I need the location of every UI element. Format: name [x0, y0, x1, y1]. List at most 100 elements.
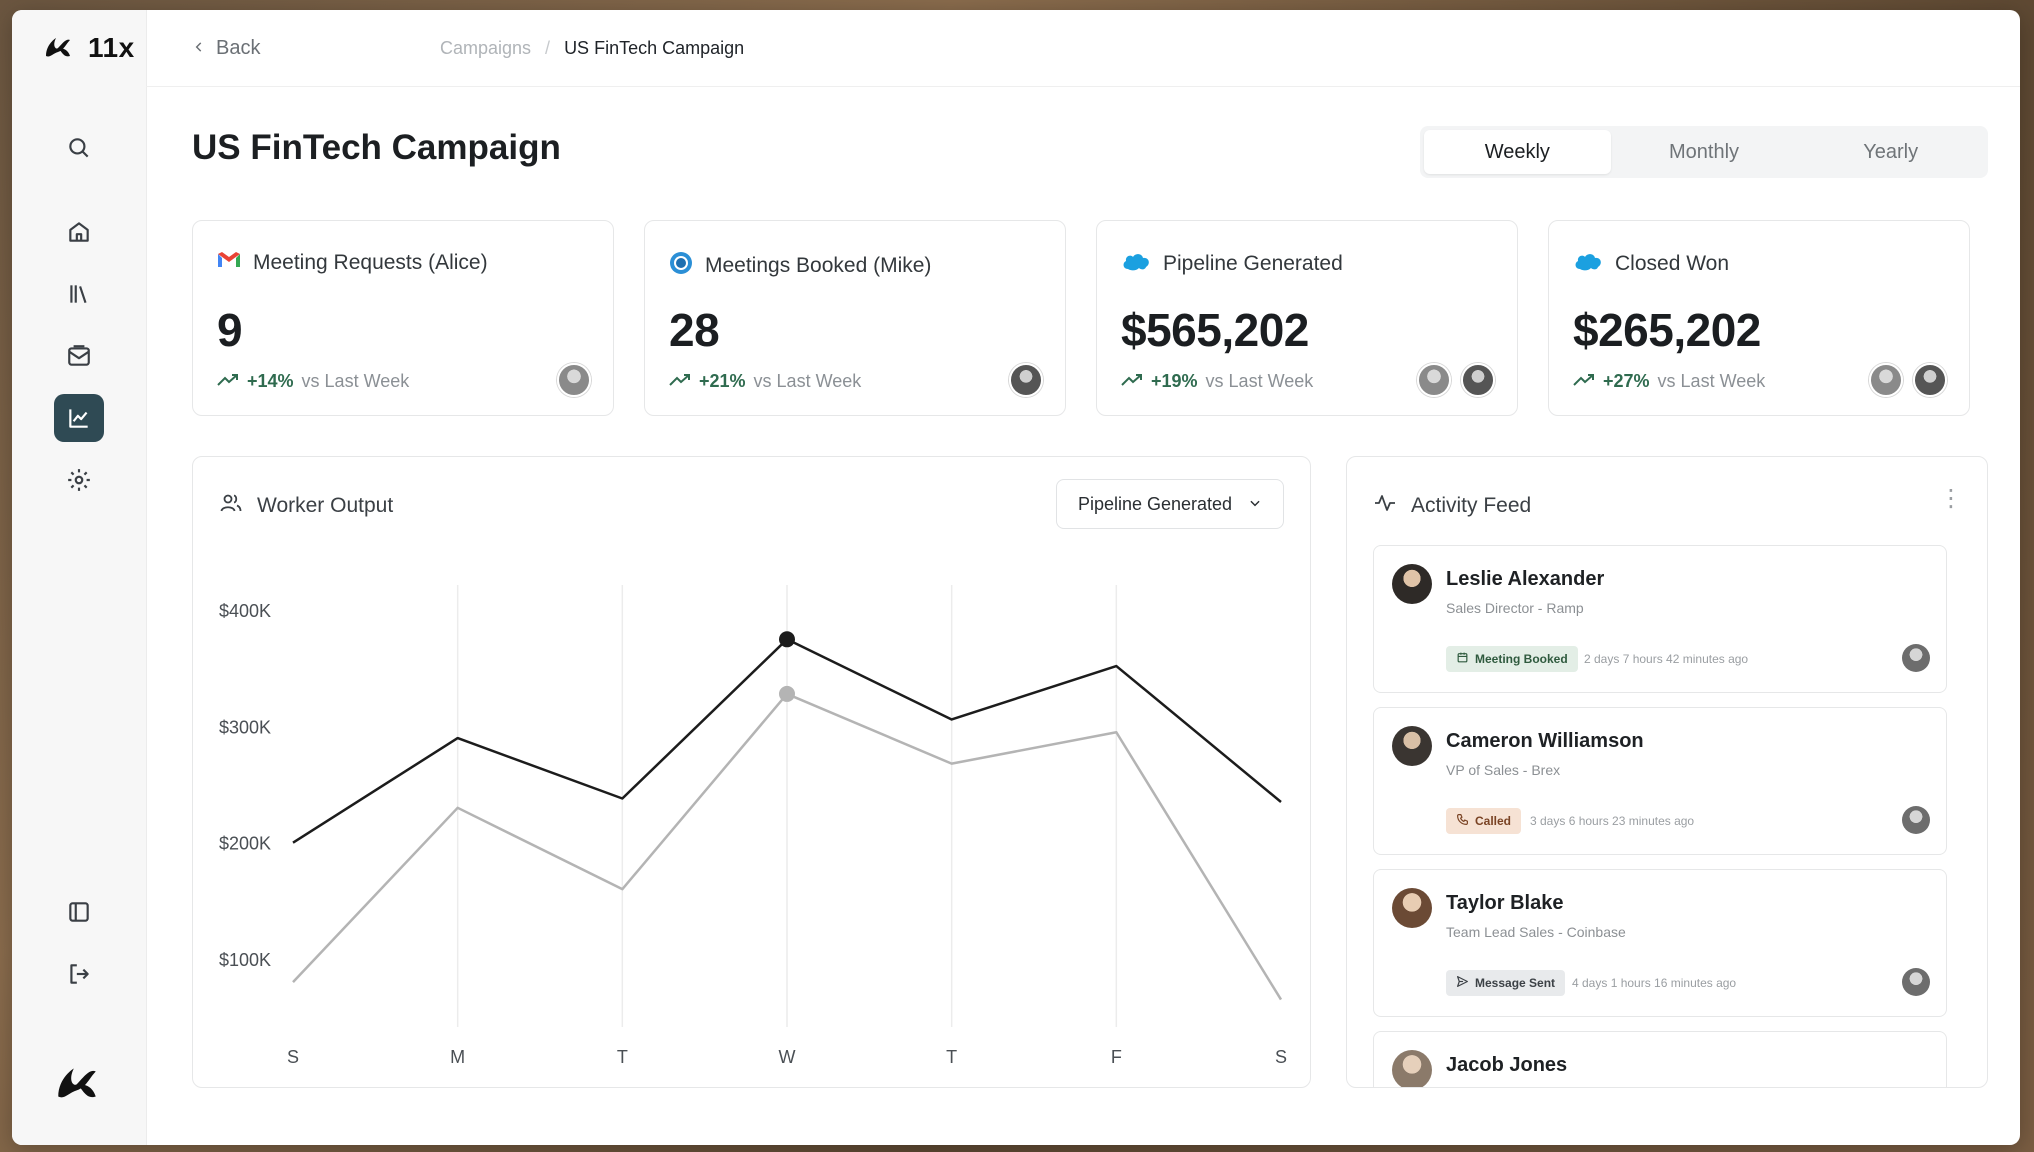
- activity-item[interactable]: Jacob Jones: [1373, 1031, 1947, 1087]
- stat-compare: vs Last Week: [753, 371, 862, 391]
- status-badge-label: Meeting Booked: [1475, 652, 1568, 666]
- trend-up-icon: [217, 371, 239, 392]
- stat-card-meetings-booked[interactable]: Meetings Booked (Mike) 28 +21% vs Last W…: [644, 220, 1066, 416]
- avatar: [1009, 363, 1043, 397]
- library-icon[interactable]: [54, 270, 104, 318]
- status-badge: Meeting Booked: [1446, 646, 1578, 672]
- stat-compare: vs Last Week: [301, 371, 410, 391]
- breadcrumb-campaigns[interactable]: Campaigns: [440, 37, 532, 58]
- send-icon: [1456, 975, 1469, 991]
- activity-time: 2 days 7 hours 42 minutes ago: [1584, 652, 1749, 666]
- contact-name: Taylor Blake: [1446, 892, 1564, 914]
- trend-up-icon: [669, 371, 691, 392]
- avatar: [1392, 888, 1432, 928]
- stat-delta: +21%: [699, 371, 746, 391]
- search-icon[interactable]: [54, 124, 104, 172]
- back-label: Back: [216, 36, 261, 59]
- stat-value: 28: [669, 304, 720, 356]
- stat-label: Closed Won: [1615, 252, 1730, 275]
- y-tick-label: $400K: [219, 601, 271, 621]
- avatar: [1902, 806, 1930, 834]
- stat-compare: vs Last Week: [1657, 371, 1766, 391]
- settings-icon[interactable]: [54, 456, 104, 504]
- worker-output-chart: $400K $300K $200K $100K S M T W T F S: [219, 585, 1287, 1067]
- status-badge-label: Called: [1475, 814, 1512, 828]
- footer-logo-icon: [52, 1060, 102, 1113]
- x-tick-label: S: [1275, 1047, 1287, 1067]
- activity-feed-title: Activity Feed: [1411, 494, 1532, 517]
- more-options-icon[interactable]: ⋮: [1939, 485, 1963, 512]
- status-badge: Called: [1446, 808, 1522, 834]
- trend-up-icon: [1573, 371, 1595, 392]
- activity-item[interactable]: Cameron Williamson VP of Sales - Brex Ca…: [1373, 707, 1947, 855]
- trend-up-icon: [1121, 371, 1143, 392]
- activity-item[interactable]: Leslie Alexander Sales Director - Ramp M…: [1373, 545, 1947, 693]
- avatar: [557, 363, 591, 397]
- analytics-icon[interactable]: [54, 394, 104, 442]
- avatar: [1392, 1050, 1432, 1087]
- avatar: [1913, 363, 1947, 397]
- activity-feed-panel: Activity Feed ⋮ Leslie Alexander Sales D…: [1346, 456, 1988, 1088]
- gmail-icon: [217, 251, 241, 275]
- brand[interactable]: 11x: [42, 32, 135, 64]
- contact-role: VP of Sales - Brex: [1446, 762, 1561, 778]
- tab-yearly[interactable]: Yearly: [1863, 140, 1919, 163]
- meeting-icon: [669, 251, 693, 281]
- metric-select[interactable]: Pipeline Generated: [1056, 479, 1284, 529]
- stat-label: Pipeline Generated: [1163, 252, 1343, 275]
- activity-time: 3 days 6 hours 23 minutes ago: [1530, 814, 1695, 828]
- y-tick-label: $100K: [219, 950, 271, 970]
- x-tick-label: M: [450, 1047, 465, 1067]
- avatar: [1869, 363, 1903, 397]
- x-tick-label: F: [1111, 1047, 1122, 1067]
- avatar: [1902, 644, 1930, 672]
- x-tick-label: T: [946, 1047, 957, 1067]
- stat-card-closed-won[interactable]: Closed Won $265,202 +27% vs Last Week: [1548, 220, 1970, 416]
- stat-value: $265,202: [1573, 304, 1761, 356]
- logout-icon[interactable]: [54, 950, 104, 998]
- salesforce-icon: [1121, 251, 1151, 277]
- salesforce-icon: [1573, 251, 1603, 277]
- x-tick-label: W: [779, 1047, 796, 1067]
- worker-output-title: Worker Output: [257, 494, 394, 517]
- stat-label: Meeting Requests (Alice): [253, 251, 488, 274]
- home-icon[interactable]: [54, 208, 104, 256]
- breadcrumb-current: US FinTech Campaign: [564, 37, 745, 58]
- x-tick-label: T: [617, 1047, 628, 1067]
- y-tick-label: $300K: [219, 717, 271, 737]
- sidebar-toggle-icon[interactable]: [54, 888, 104, 936]
- tab-weekly[interactable]: Weekly: [1424, 130, 1611, 174]
- activity-item[interactable]: Taylor Blake Team Lead Sales - Coinbase …: [1373, 869, 1947, 1017]
- metric-select-value: Pipeline Generated: [1077, 493, 1233, 514]
- avatar: [1392, 564, 1432, 604]
- chevron-down-icon: [1248, 494, 1262, 515]
- stat-compare: vs Last Week: [1205, 371, 1314, 391]
- brand-name: 11x: [88, 32, 135, 63]
- stat-card-pipeline-generated[interactable]: Pipeline Generated $565,202 +19% vs Last…: [1096, 220, 1518, 416]
- stat-delta: +19%: [1151, 371, 1198, 391]
- stat-value: $565,202: [1121, 304, 1309, 356]
- stat-value: 9: [217, 304, 243, 356]
- avatar: [1417, 363, 1451, 397]
- avatar: [1902, 968, 1930, 996]
- data-point: [779, 685, 795, 702]
- back-button[interactable]: Back: [192, 37, 260, 60]
- users-icon: [219, 491, 243, 521]
- contact-name: Cameron Williamson: [1446, 730, 1644, 752]
- activity-time: 4 days 1 hours 16 minutes ago: [1572, 976, 1737, 990]
- activity-icon: [1373, 491, 1397, 521]
- topbar: Back Campaigns / US FinTech Campaign: [146, 10, 2020, 87]
- inbox-icon[interactable]: [54, 332, 104, 380]
- period-toggle: Weekly Monthly Yearly: [1420, 126, 1988, 178]
- page-title: US FinTech Campaign: [192, 128, 561, 167]
- worker-output-panel: Worker Output Pipeline Generated $400K $3…: [192, 456, 1311, 1088]
- contact-name: Leslie Alexander: [1446, 568, 1605, 590]
- breadcrumb: Campaigns / US FinTech Campaign: [440, 38, 744, 59]
- sidebar: 11x: [12, 10, 147, 1145]
- logo-icon: [46, 38, 70, 57]
- stat-card-meeting-requests[interactable]: Meeting Requests (Alice) 9 +14% vs Last …: [192, 220, 614, 416]
- avatar: [1461, 363, 1495, 397]
- tab-monthly[interactable]: Monthly: [1668, 140, 1740, 163]
- data-point: [779, 631, 795, 648]
- x-tick-label: S: [287, 1047, 299, 1067]
